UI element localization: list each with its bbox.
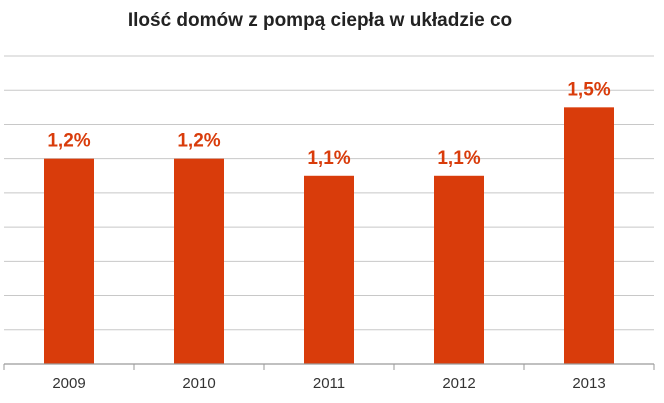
bar-2009 — [44, 158, 94, 364]
bar-2012 — [434, 175, 484, 364]
x-tick-label-2011: 2011 — [313, 375, 345, 392]
data-label-2009: 1,2% — [47, 131, 90, 152]
data-label-2010: 1,2% — [177, 131, 220, 152]
x-tick-label-2009: 2009 — [52, 375, 85, 392]
bars — [44, 107, 614, 364]
x-tick-label-2013: 2013 — [572, 375, 605, 392]
data-label-2013: 1,5% — [567, 79, 610, 100]
x-tick-label-2010: 2010 — [182, 375, 215, 392]
data-label-2011: 1,1% — [307, 148, 350, 169]
x-axis: 2009 2010 2011 2012 2013 — [3, 363, 655, 392]
bar-2013 — [564, 107, 614, 364]
data-label-2012: 1,1% — [437, 148, 480, 169]
chart-title: Ilość domów z pompą ciepła w układzie co — [128, 10, 512, 31]
data-labels: 1,2% 1,2% 1,1% 1,1% 1,5% — [47, 79, 610, 168]
x-tick-label-2012: 2012 — [442, 375, 475, 392]
bar-2011 — [304, 175, 354, 364]
bar-2010 — [174, 158, 224, 364]
